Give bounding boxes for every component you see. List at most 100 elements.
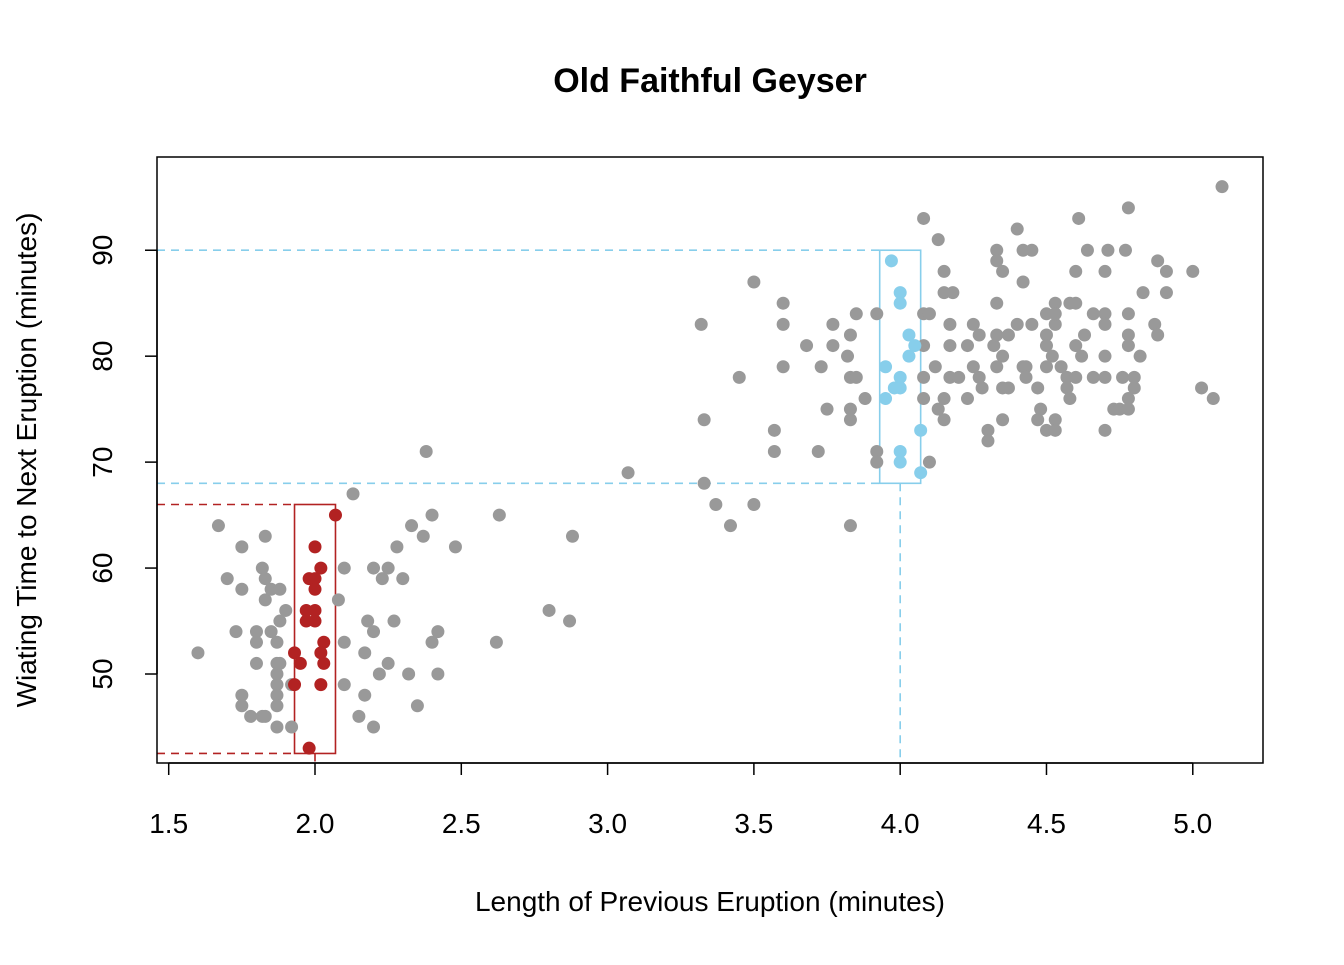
data-point-base xyxy=(990,243,1004,257)
data-point-base xyxy=(1039,360,1053,374)
data-point-base xyxy=(697,413,711,427)
data-point-base xyxy=(1060,381,1074,395)
data-point-base xyxy=(542,603,556,617)
data-point-base xyxy=(987,339,1001,353)
data-point-base xyxy=(273,582,287,596)
data-point-base xyxy=(258,709,272,723)
data-point-base xyxy=(1001,328,1015,342)
data-point-base xyxy=(255,561,269,575)
x-axis: 1.5 2.0 2.5 3.0 3.5 4.0 4.5 5.0 xyxy=(149,762,1212,839)
y-tick-label: 80 xyxy=(87,341,118,372)
data-point-base xyxy=(996,349,1010,363)
data-point-base xyxy=(1098,264,1112,278)
data-point-base xyxy=(1048,317,1062,331)
data-point-base xyxy=(1121,402,1135,416)
data-point-red xyxy=(308,582,322,596)
data-point-base xyxy=(1127,381,1141,395)
data-point-base xyxy=(367,720,381,734)
data-point-base xyxy=(270,667,284,681)
data-point-base xyxy=(732,370,746,384)
data-point-base xyxy=(826,339,840,353)
data-point-base xyxy=(849,307,863,321)
data-point-base xyxy=(937,264,951,278)
data-point-base xyxy=(249,635,263,649)
data-point-base xyxy=(375,572,389,586)
data-point-base xyxy=(425,635,439,649)
data-point-base xyxy=(191,646,205,660)
data-point-base xyxy=(1072,211,1086,225)
data-point-base xyxy=(931,402,945,416)
data-point-blue xyxy=(914,423,928,437)
data-point-base xyxy=(235,582,249,596)
data-point-red xyxy=(302,741,316,755)
data-point-base xyxy=(273,656,287,670)
data-point-base xyxy=(1086,370,1100,384)
data-point-base xyxy=(870,455,884,469)
data-point-base xyxy=(381,656,395,670)
data-point-base xyxy=(1048,296,1062,310)
data-point-base xyxy=(489,635,503,649)
data-point-base xyxy=(258,529,272,543)
data-point-base xyxy=(990,296,1004,310)
data-point-base xyxy=(258,593,272,607)
data-point-red xyxy=(308,572,322,586)
data-point-base xyxy=(952,370,966,384)
data-point-base xyxy=(492,508,506,522)
data-point-base xyxy=(1001,381,1015,395)
y-axis-label: Wiating Time to Next Eruption (minutes) xyxy=(11,213,42,708)
data-point-base xyxy=(990,254,1004,268)
data-point-base xyxy=(931,233,945,247)
x-tick-label: 4.0 xyxy=(881,808,920,839)
data-point-base xyxy=(1206,392,1220,406)
points-layer xyxy=(191,180,1229,755)
data-point-base xyxy=(361,614,375,628)
data-point-blue xyxy=(893,381,907,395)
data-point-base xyxy=(1136,286,1150,300)
data-point-blue xyxy=(893,286,907,300)
data-point-base xyxy=(1069,264,1083,278)
data-point-base xyxy=(814,360,828,374)
data-point-blue xyxy=(902,328,916,342)
data-point-base xyxy=(697,476,711,490)
data-point-blue xyxy=(914,466,928,480)
data-point-base xyxy=(1133,349,1147,363)
data-point-blue xyxy=(893,445,907,459)
data-point-base xyxy=(975,381,989,395)
data-point-blue xyxy=(879,360,893,374)
data-point-base xyxy=(270,699,284,713)
data-point-base xyxy=(270,720,284,734)
data-point-base xyxy=(747,497,761,511)
data-point-base xyxy=(1148,317,1162,331)
data-point-base xyxy=(946,286,960,300)
data-point-base xyxy=(381,561,395,575)
data-point-base xyxy=(1078,328,1092,342)
data-point-base xyxy=(1118,243,1132,257)
data-point-base xyxy=(1048,307,1062,321)
data-point-base xyxy=(279,603,293,617)
y-tick-label: 50 xyxy=(87,658,118,689)
data-point-base xyxy=(258,572,272,586)
data-point-base xyxy=(943,339,957,353)
data-point-base xyxy=(249,656,263,670)
data-point-base xyxy=(1151,328,1165,342)
data-point-base xyxy=(858,392,872,406)
data-point-base xyxy=(870,445,884,459)
data-point-red xyxy=(293,656,307,670)
data-point-base xyxy=(431,625,445,639)
data-point-red xyxy=(317,635,331,649)
data-point-base xyxy=(1048,423,1062,437)
data-point-base xyxy=(1121,339,1135,353)
data-point-red xyxy=(314,678,328,692)
data-point-base xyxy=(273,614,287,628)
data-point-base xyxy=(352,709,366,723)
data-point-base xyxy=(972,370,986,384)
data-point-base xyxy=(922,307,936,321)
data-point-base xyxy=(1116,370,1130,384)
data-point-red xyxy=(308,540,322,554)
data-point-base xyxy=(990,360,1004,374)
data-point-base xyxy=(996,413,1010,427)
data-point-base xyxy=(1086,307,1100,321)
data-point-red xyxy=(308,614,322,628)
data-point-base xyxy=(358,646,372,660)
